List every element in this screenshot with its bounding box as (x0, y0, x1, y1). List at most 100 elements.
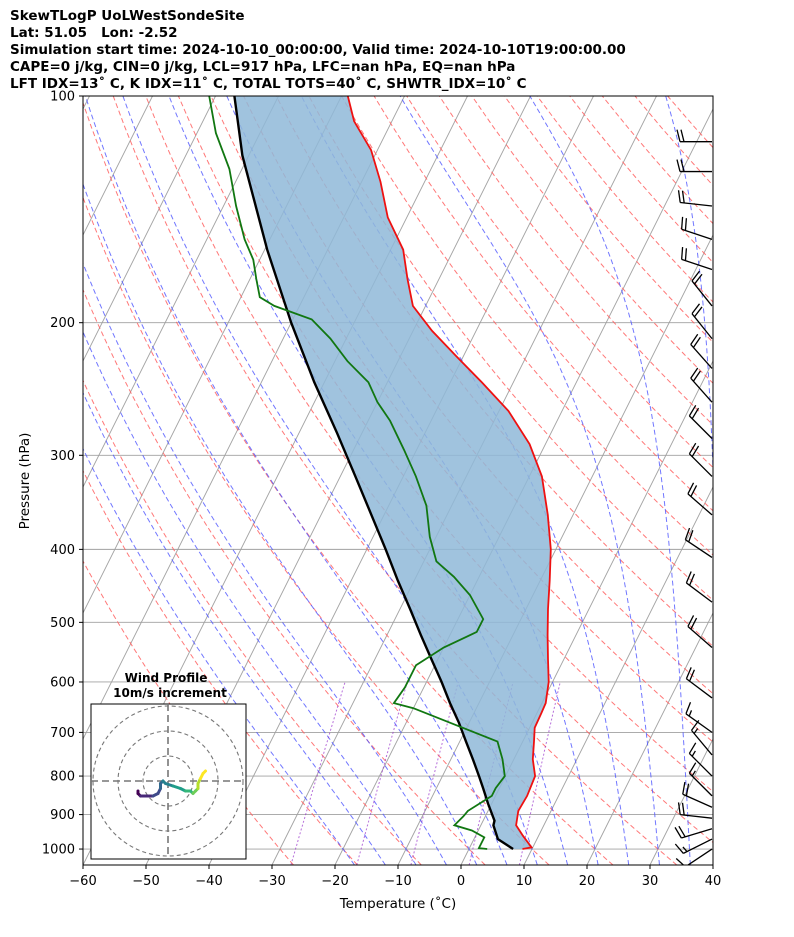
mixing-ratio-line (356, 681, 408, 865)
moist-adiabat (83, 182, 478, 865)
location-line: Lat: 51.05 Lon: -2.52 (10, 25, 178, 41)
barb-flag (675, 857, 685, 865)
index-line: LFT IDX=13˚ C, K IDX=11˚ C, TOTAL TOTS=4… (10, 76, 527, 92)
isotherm-line (83, 96, 216, 363)
isotherm-line (586, 611, 713, 865)
wind-barb (674, 838, 713, 854)
barb-staff (682, 793, 713, 808)
barb-flag (692, 370, 701, 382)
barb-staff (681, 258, 713, 271)
profile-lines (208, 96, 552, 851)
dry-adiabat (83, 469, 358, 865)
wind-barb (677, 190, 713, 207)
barb-flag (687, 615, 695, 627)
cin-shading (234, 96, 551, 849)
temperature-line (346, 96, 552, 850)
x-tick-label: −30 (258, 874, 285, 889)
barb-half-flag (691, 770, 696, 777)
barb-flag (688, 762, 697, 774)
y-tick-label: 200 (50, 316, 75, 331)
y-tick-label: 400 (50, 543, 75, 558)
barb-flag (682, 781, 686, 795)
dry-adiabat (83, 288, 486, 865)
barb-flag (680, 159, 685, 172)
time-line: Simulation start time: 2024-10-10_00:00:… (10, 42, 626, 58)
moist-adiabat (399, 96, 660, 865)
moist-adiabat (529, 96, 691, 865)
barb-flag (688, 404, 697, 417)
wind-barb (680, 216, 713, 240)
y-tick-label: 1000 (42, 843, 75, 858)
wind-barb (691, 270, 713, 307)
wind-barb (675, 848, 713, 865)
y-tick-label: 800 (50, 770, 75, 785)
barb-flag (677, 190, 681, 203)
x-tick-label: 30 (642, 874, 659, 889)
wind-barb (682, 781, 713, 808)
isotherm-line (523, 485, 713, 865)
barb-flag (676, 129, 681, 142)
axes: −60 −50 −40 −30 −20 −10 0 10 20 30 40 1000 900 800 700… (42, 90, 721, 890)
stability-line: CAPE=0 j/kg, CIN=0 j/kg, LCL=917 hPa, LF… (10, 59, 516, 75)
barb-flag (691, 270, 701, 282)
barb-flag (691, 407, 700, 420)
barb-flag (690, 333, 699, 345)
moist-adiabat (665, 96, 713, 485)
barb-flag (693, 306, 703, 318)
barb-flag (685, 702, 692, 715)
barb-half-flag (688, 710, 693, 717)
isotherm-line (712, 863, 713, 865)
wind-barb (685, 702, 713, 733)
barb-flag (690, 617, 698, 630)
barb-flag (680, 247, 684, 260)
dewpoint-line (208, 96, 506, 850)
barb-flag (690, 367, 699, 379)
wind-barb (677, 802, 713, 819)
barb-half-flag (691, 750, 696, 757)
wind-barb (676, 159, 712, 173)
dry-adiabat (83, 101, 614, 865)
moist-adiabat (83, 330, 417, 865)
wind-barb (684, 527, 713, 558)
barb-flag (681, 802, 685, 816)
dry-adiabat (83, 196, 550, 865)
wind-barb (685, 571, 713, 603)
barb-flag (684, 248, 688, 261)
barb-flag (689, 669, 695, 682)
moist-adiabat (83, 391, 386, 865)
wind-profile-hodograph: Wind Profile 10m/s increment (90, 671, 247, 860)
barb-flag (680, 129, 685, 142)
dry-adiabat (145, 96, 713, 844)
y-tick-label: 900 (50, 808, 75, 823)
y-tick-label: 600 (50, 675, 75, 690)
hodograph-title: Wind Profile (125, 671, 208, 685)
barb-staff (687, 625, 713, 649)
barb-staff (687, 493, 713, 516)
mixing-ratio-line (290, 681, 346, 865)
barb-staff (691, 729, 713, 756)
mixing-ratio-line (410, 681, 459, 865)
chart-header: SkewTLogP UoLWestSondeSite Lat: 51.05 Lo… (10, 8, 626, 93)
barb-flag (692, 336, 701, 348)
y-tick-label: 700 (50, 726, 75, 741)
x-axis-label: Temperature (˚C) (339, 895, 457, 912)
x-tick-label: 0 (457, 874, 465, 889)
barb-staff (680, 201, 713, 207)
barb-half-flag (693, 728, 699, 734)
x-tick-label: −50 (132, 874, 159, 889)
wind-barb (676, 129, 712, 143)
barb-flag (687, 482, 695, 495)
wind-barb (688, 762, 713, 797)
barb-staff (680, 814, 713, 819)
barb-staff (690, 344, 713, 369)
wind-barb (688, 442, 713, 477)
cin-area (234, 96, 551, 849)
x-tick-label: −20 (321, 874, 348, 889)
y-tick-label: 500 (50, 616, 75, 631)
x-tick-label: 20 (579, 874, 596, 889)
barb-staff (691, 313, 713, 340)
barb-flag (691, 303, 701, 315)
dry-adiabat (112, 96, 678, 865)
barb-staff (688, 453, 713, 477)
